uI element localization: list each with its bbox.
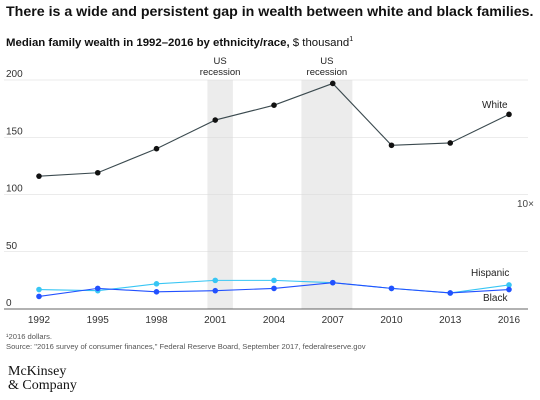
mckinsey-logo: McKinsey & Company xyxy=(8,365,77,393)
point-white xyxy=(388,142,395,149)
footnote-source: Source: "2016 survey of consumer finance… xyxy=(6,342,366,351)
ratio-annotation: 10× xyxy=(517,199,534,210)
series-labels: White Hispanic Black 10× xyxy=(471,100,534,304)
series-label-white: White xyxy=(482,100,508,111)
y-tick-label: 50 xyxy=(6,241,18,252)
point-white xyxy=(153,145,160,152)
point-hispanic xyxy=(212,277,219,284)
point-black xyxy=(36,293,42,300)
subtitle-footnote-marker: 1 xyxy=(349,36,354,43)
point-white xyxy=(447,140,454,146)
footnote: ¹2016 dollars. Source: "2016 survey of c… xyxy=(6,332,366,352)
point-black xyxy=(212,287,219,294)
gridlines xyxy=(4,79,528,310)
point-white xyxy=(94,169,101,176)
point-white xyxy=(212,117,219,123)
series-lines xyxy=(36,80,512,300)
y-tick-label: 150 xyxy=(6,126,23,137)
series-label-hispanic: Hispanic xyxy=(471,268,509,279)
x-tick-label: 2004 xyxy=(263,315,286,326)
point-black xyxy=(94,285,101,292)
point-white xyxy=(36,173,42,179)
x-tick-label: 1992 xyxy=(28,315,51,326)
x-tick-label: 2007 xyxy=(322,315,345,326)
point-black xyxy=(329,279,336,286)
point-black xyxy=(447,290,454,296)
point-black xyxy=(271,285,277,292)
y-axis: 0 50 100 150 200 xyxy=(6,69,23,309)
point-black xyxy=(506,286,512,293)
point-white xyxy=(506,111,512,118)
x-tick-label: 2001 xyxy=(204,315,227,326)
point-hispanic xyxy=(271,277,277,284)
footnote-units: ¹2016 dollars. xyxy=(6,332,53,341)
logo-line-2: & Company xyxy=(8,378,77,393)
point-white xyxy=(329,80,336,87)
y-tick-label: 200 xyxy=(6,69,23,80)
point-hispanic xyxy=(506,282,512,288)
point-black xyxy=(153,289,160,295)
series-label-black: Black xyxy=(483,293,508,304)
y-tick-label: 100 xyxy=(6,184,23,195)
point-white xyxy=(271,102,277,108)
x-tick-label: 1998 xyxy=(145,315,168,326)
point-black xyxy=(388,285,395,292)
recession-label-line1: US xyxy=(214,56,227,67)
x-tick-label: 1995 xyxy=(87,315,110,326)
x-axis: 1992 1995 1998 2001 2004 2007 2010 2013 2016 xyxy=(28,315,521,326)
recession-label-line2: recession xyxy=(307,67,348,78)
x-tick-label: 2013 xyxy=(439,315,462,326)
point-hispanic xyxy=(36,286,42,293)
chart-subtitle: Median family wealth in 1992–2016 by eth… xyxy=(6,33,353,50)
series-line-white xyxy=(38,82,510,177)
recession-label-line1: US xyxy=(320,56,333,67)
chart-title: There is a wide and persistent gap in we… xyxy=(6,4,534,20)
x-tick-label: 2016 xyxy=(498,315,521,326)
y-tick-label: 0 xyxy=(6,298,12,309)
x-tick-label: 2010 xyxy=(380,315,403,326)
logo-line-1: McKinsey xyxy=(8,364,67,379)
recession-label-line2: recession xyxy=(200,67,241,78)
point-hispanic xyxy=(153,281,160,287)
subtitle-bold-text: Median family wealth in 1992–2016 by eth… xyxy=(6,36,290,49)
subtitle-unit-text: $ thousand xyxy=(289,36,350,49)
